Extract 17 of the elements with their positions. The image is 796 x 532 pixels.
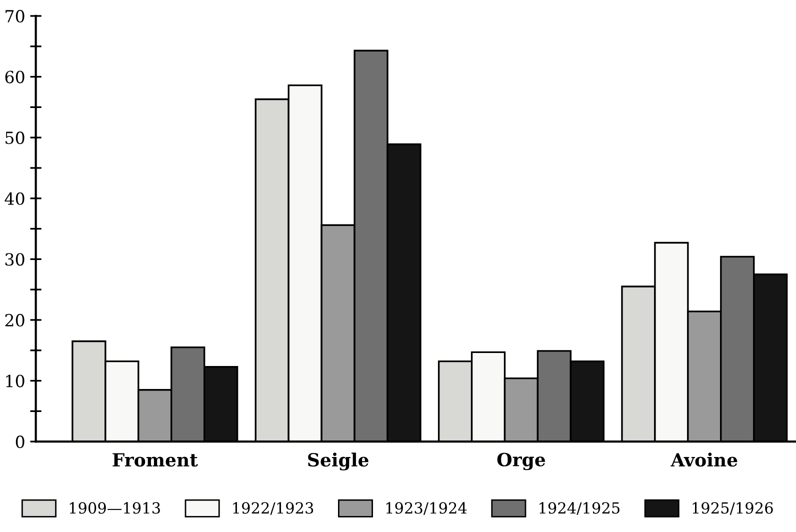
legend-label: 1925/1926 [692,502,773,515]
x-tick-label: Avoine [670,452,738,467]
x-tick-label: Seigle [308,452,368,470]
x-tick-label: Orge [497,452,546,470]
y-tick-label: 20 [5,314,24,327]
legend-label: 1909—1913 [70,502,160,514]
legend-label: 1923/1924 [386,502,467,515]
y-tick-label: 70 [6,10,24,23]
y-tick-label: 0 [16,436,24,448]
legend-label: 1922/1923 [233,502,314,515]
legend-label: 1924/1925 [540,502,620,515]
y-tick-label: 40 [4,192,24,205]
y-tick-label: 50 [6,132,24,144]
x-tick-label: Froment [112,453,198,467]
y-tick-label: 60 [5,70,24,84]
y-tick-label: 30 [5,253,24,266]
y-tick-label: 10 [6,374,24,388]
